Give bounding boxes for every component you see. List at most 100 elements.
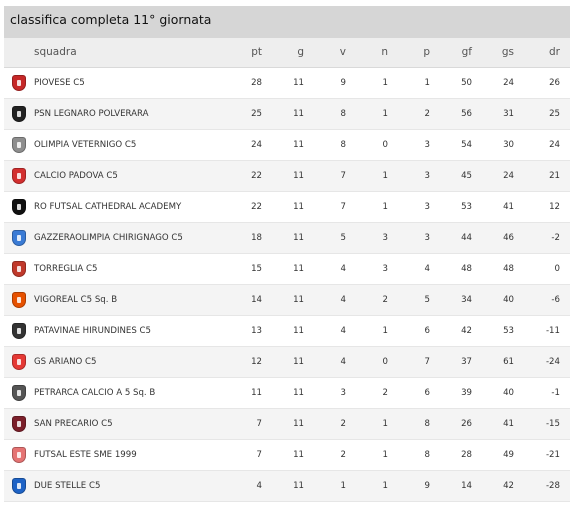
stat-g: 11 [272,439,314,471]
stat-pt: 24 [234,129,272,161]
table-row[interactable]: CALCIO PADOVA C5 22 11 7 1 3 45 24 21 [4,160,570,192]
stat-dr: -11 [524,315,570,347]
table-row[interactable]: PATAVINAE HIRUNDINES C5 13 11 4 1 6 42 53 -11 [4,315,570,347]
team-name[interactable]: CALCIO PADOVA C5 [34,160,234,192]
header-p[interactable]: p [398,38,440,68]
team-logo-cell [4,315,34,347]
table-row[interactable]: TORREGLIA C5 15 11 4 3 4 48 48 0 [4,253,570,285]
header-g[interactable]: g [272,38,314,68]
table-row[interactable]: GAZZERAOLIMPIA CHIRIGNAGO C5 18 11 5 3 3 44 46-… [4,222,570,254]
stat-gf: 42 [440,315,482,347]
stat-pt: 28 [234,67,272,99]
gazzera-ball-icon [12,229,26,246]
stat-dr: 25 [524,98,570,130]
team-name[interactable]: PSN LEGNARO POLVERARA [34,98,234,130]
stat-pt: 12 [234,346,272,378]
stat-p: 3 [398,129,440,161]
patavinae-crest-icon [12,322,26,339]
stat-gs: 24 [482,160,524,192]
table-row[interactable]: OLIMPIA VETERNIGO C5 24 11 8 0 3 54 30 24 [4,129,570,161]
futsal-este-crest-icon [12,446,26,463]
team-logo-cell [4,253,34,285]
stat-v: 4 [314,315,356,347]
stat-n: 2 [356,377,398,409]
stat-n: 1 [356,98,398,130]
header-squadra[interactable]: squadra [34,38,234,68]
stat-v: 7 [314,160,356,192]
header-gf[interactable]: gf [440,38,482,68]
ariano-crest-icon [12,353,26,370]
team-name[interactable]: GS ARIANO C5 [34,346,234,378]
team-name[interactable]: DUE STELLE C5 [34,470,234,502]
table-row[interactable]: PSN LEGNARO POLVERARA 25 11 8 1 2 56 31 25 [4,98,570,130]
stat-p: 3 [398,222,440,254]
stat-g: 11 [272,67,314,99]
stat-p: 6 [398,377,440,409]
stat-gs: 49 [482,439,524,471]
team-name[interactable]: SAN PRECARIO C5 [34,408,234,440]
table-row[interactable]: PIOVESE C5 28 11 9 1 1 50 24 26 [4,67,570,99]
stat-n: 1 [356,439,398,471]
stat-gf: 53 [440,191,482,223]
stat-p: 9 [398,470,440,502]
team-name[interactable]: FUTSAL ESTE SME 1999 [34,439,234,471]
stat-gs: 31 [482,98,524,130]
stat-p: 4 [398,253,440,285]
team-logo-cell [4,377,34,409]
header-n[interactable]: n [356,38,398,68]
header-pt[interactable]: pt [234,38,272,68]
petrarca-crest-icon [12,384,26,401]
header-dr[interactable]: dr [524,38,570,68]
stat-g: 11 [272,222,314,254]
team-name[interactable]: OLIMPIA VETERNIGO C5 [34,129,234,161]
stat-dr: 24 [524,129,570,161]
table-row[interactable]: DUE STELLE C5 4 11 1 1 9 14 42 -28 [4,470,570,502]
stat-p: 2 [398,98,440,130]
stat-g: 11 [272,315,314,347]
stat-dr: 21 [524,160,570,192]
stat-gs: 42 [482,470,524,502]
team-logo-cell [4,129,34,161]
table-row[interactable]: RO FUTSAL CATHEDRAL ACADEMY 22 11 7 1 3 53 41 12 [4,191,570,223]
stat-g: 11 [272,129,314,161]
team-name[interactable]: GAZZERAOLIMPIA CHIRIGNAGO C5 [34,222,234,254]
team-logo-cell [4,98,34,130]
stat-g: 11 [272,470,314,502]
stat-p: 7 [398,346,440,378]
stat-gs: 48 [482,253,524,285]
table-row[interactable]: VIGOREAL C5 Sq. B 14 11 4 2 5 34 40 -6 [4,284,570,316]
team-name[interactable]: TORREGLIA C5 [34,253,234,285]
standings-title: classifica completa 11° giornata [4,6,570,38]
team-name[interactable]: RO FUTSAL CATHEDRAL ACADEMY [34,191,234,223]
stat-p: 8 [398,408,440,440]
team-logo-cell [4,439,34,471]
header-v[interactable]: v [314,38,356,68]
stat-gf: 50 [440,67,482,99]
stat-gf: 44 [440,222,482,254]
header-gs[interactable]: gs [482,38,524,68]
stat-pt: 14 [234,284,272,316]
stat-gs: 40 [482,377,524,409]
stat-pt: 15 [234,253,272,285]
team-name[interactable]: VIGOREAL C5 Sq. B [34,284,234,316]
team-name[interactable]: PATAVINAE HIRUNDINES C5 [34,315,234,347]
stat-dr: 26 [524,67,570,99]
stat-gs: 46 [482,222,524,254]
stat-gf: 26 [440,408,482,440]
table-row[interactable]: SAN PRECARIO C5 7 11 2 1 8 26 41 -15 [4,408,570,440]
team-name[interactable]: PETRARCA CALCIO A 5 Sq. B [34,377,234,409]
table-row[interactable]: FUTSAL ESTE SME 1999 7 11 2 1 8 28 49 -21 [4,439,570,471]
stat-p: 5 [398,284,440,316]
team-name[interactable]: PIOVESE C5 [34,67,234,99]
stat-n: 1 [356,408,398,440]
stat-dr: 12 [524,191,570,223]
table-row[interactable]: GS ARIANO C5 12 11 4 0 7 37 61 -24 [4,346,570,378]
stat-gs: 41 [482,408,524,440]
vigoreal-crest-icon [12,291,26,308]
stat-g: 11 [272,408,314,440]
stat-v: 4 [314,253,356,285]
table-row[interactable]: PETRARCA CALCIO A 5 Sq. B 11 11 3 2 6 39 40 -1 [4,377,570,409]
stat-v: 3 [314,377,356,409]
stat-gs: 61 [482,346,524,378]
torreglia-crest-icon [12,260,26,277]
